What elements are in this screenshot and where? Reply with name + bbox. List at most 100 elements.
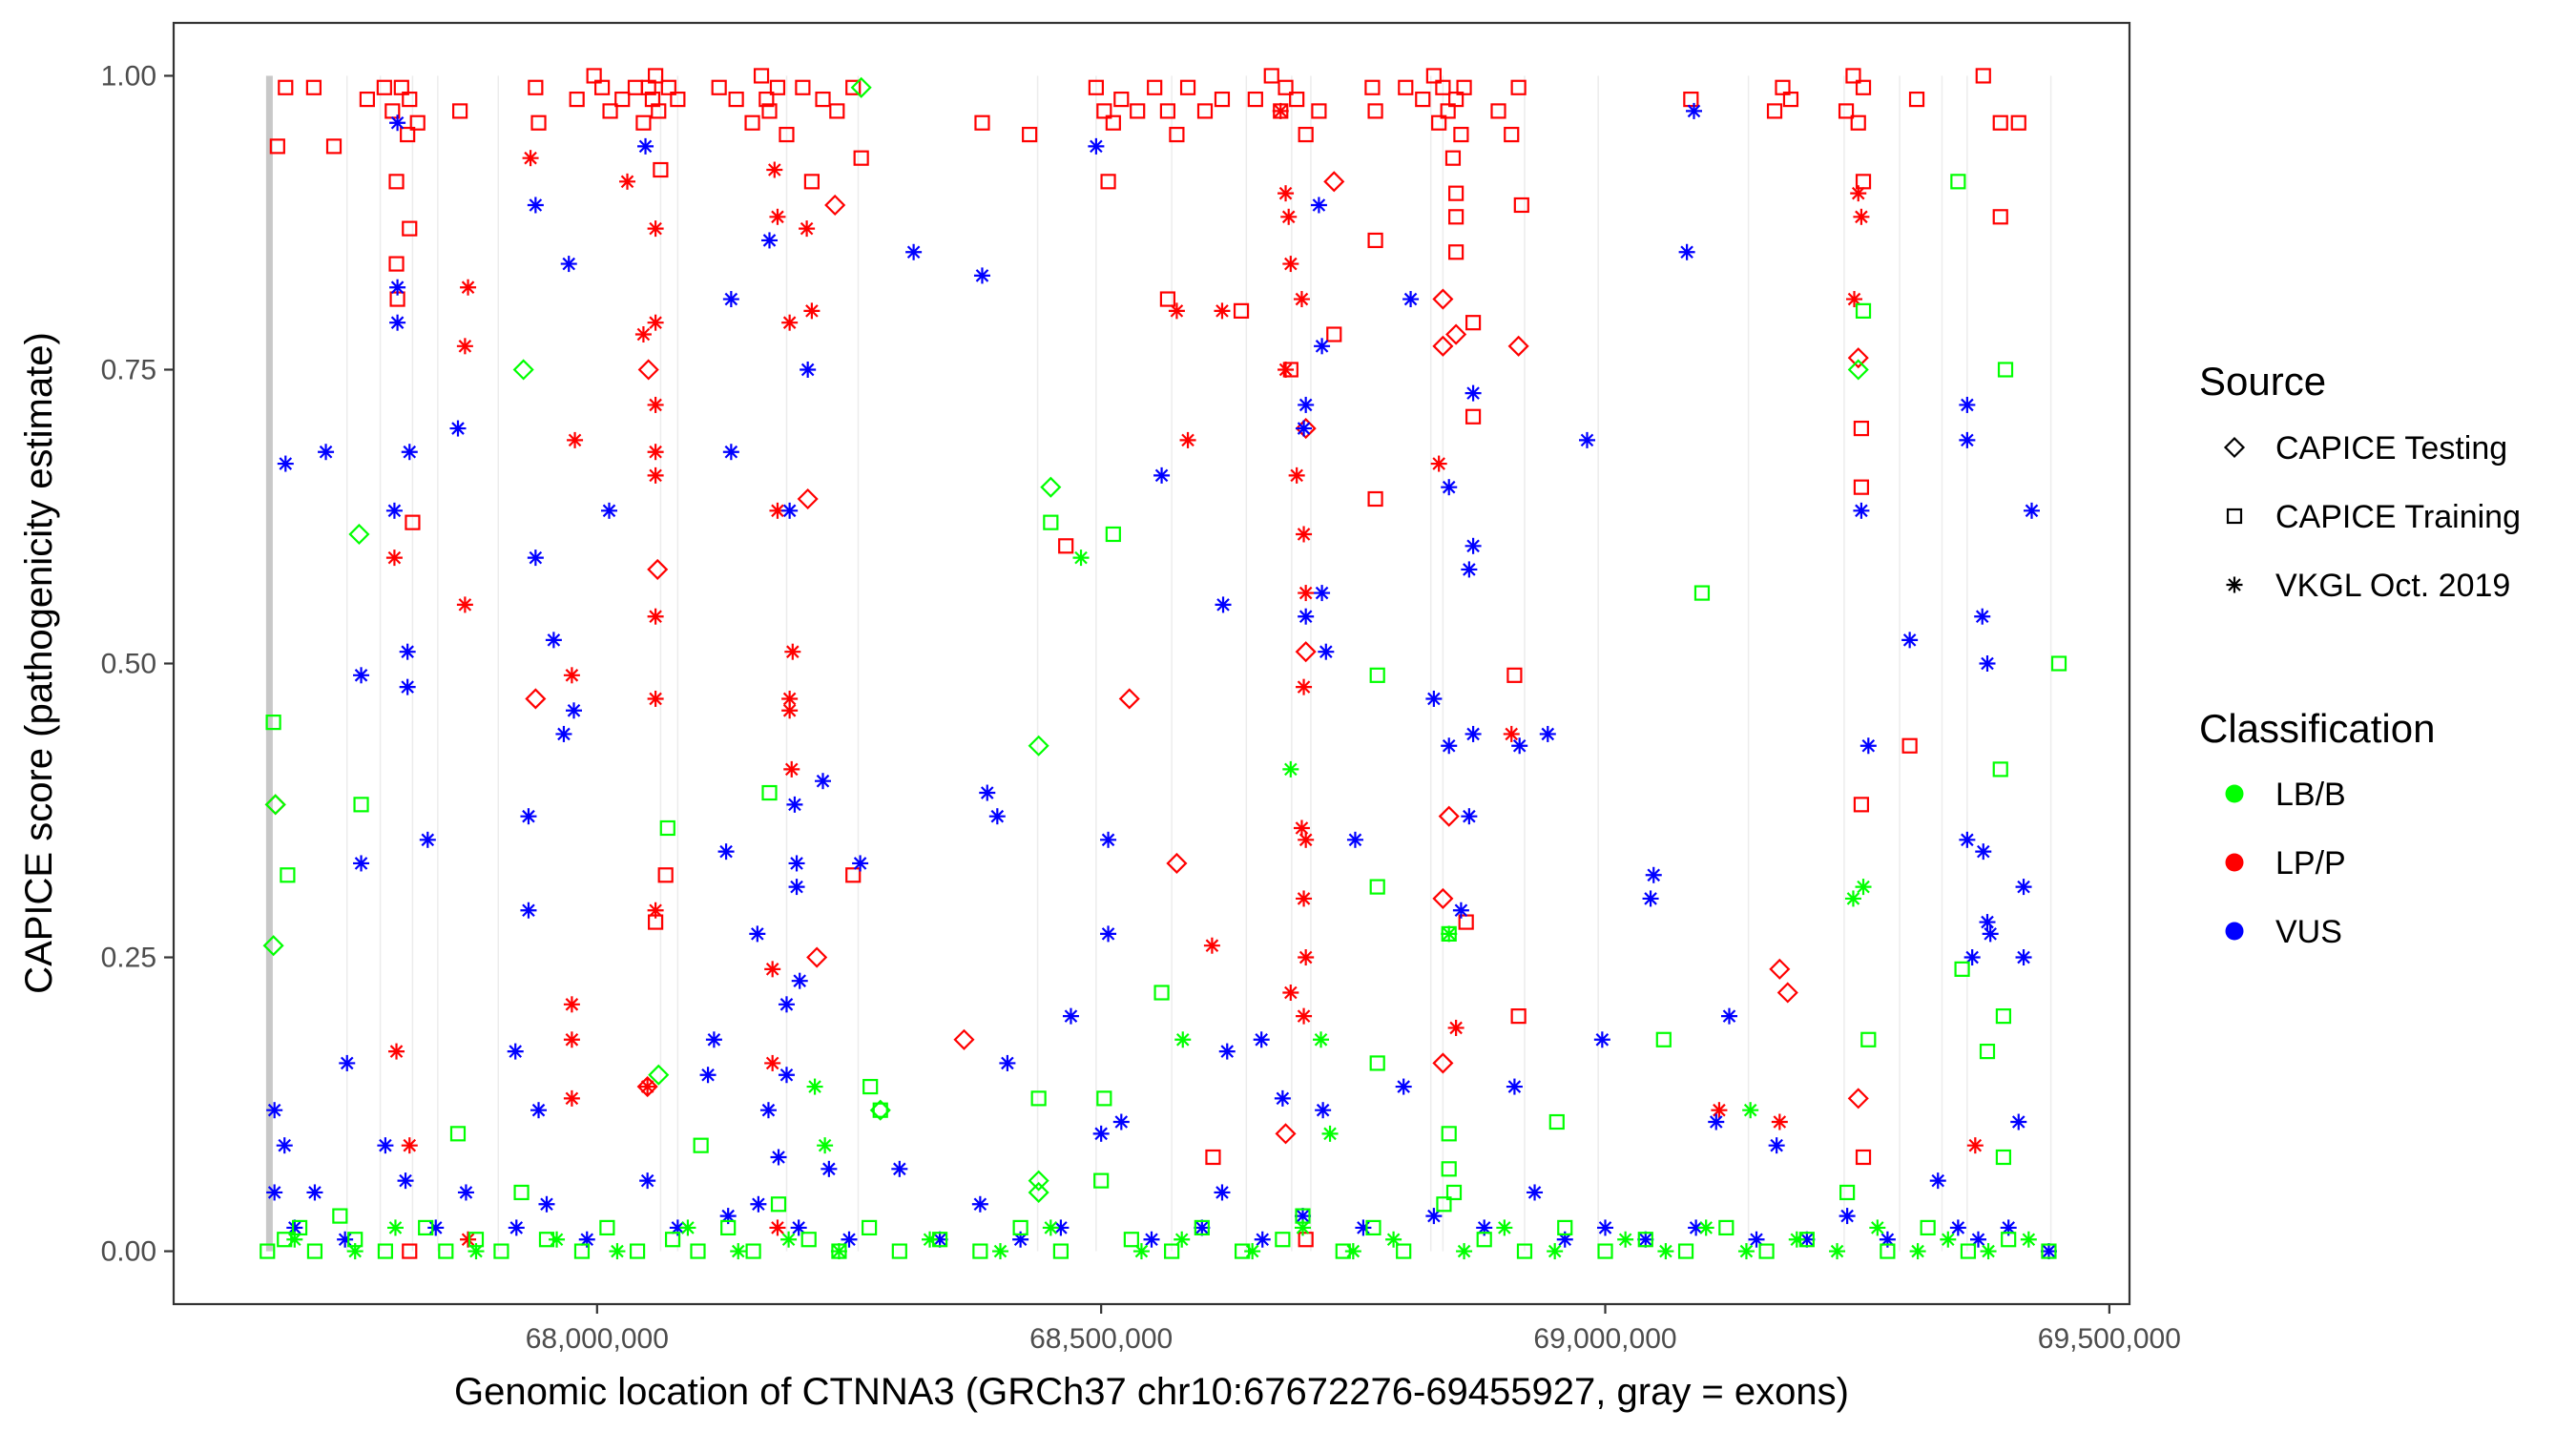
data-point xyxy=(1850,185,1867,202)
data-point xyxy=(853,150,869,166)
data-point xyxy=(761,103,778,119)
data-point xyxy=(639,1172,656,1190)
data-point xyxy=(405,514,421,530)
data-point xyxy=(385,502,403,519)
data-point xyxy=(397,1172,414,1190)
data-point xyxy=(1272,102,1289,119)
exon-band xyxy=(1597,75,1599,1252)
data-point xyxy=(764,1054,781,1071)
data-point xyxy=(1298,831,1315,848)
data-point xyxy=(1465,537,1482,554)
data-point xyxy=(1445,1184,1463,1201)
data-point xyxy=(1859,737,1877,755)
exon-band xyxy=(659,75,662,1252)
data-point xyxy=(1254,1231,1271,1248)
data-point xyxy=(593,79,611,95)
data-point xyxy=(1168,302,1185,320)
data-point xyxy=(1100,831,1117,848)
data-point xyxy=(1448,244,1465,260)
data-point xyxy=(1655,1031,1672,1047)
y-tick-label: 0.25 xyxy=(101,943,156,974)
data-point xyxy=(386,1219,404,1236)
data-point xyxy=(1274,1089,1291,1107)
data-point xyxy=(1441,479,1458,496)
data-point xyxy=(527,197,544,214)
data-point xyxy=(1461,561,1478,578)
data-point xyxy=(1438,805,1460,827)
data-point xyxy=(1490,103,1506,119)
legend-item-capice-testing: CAPICE Testing xyxy=(2223,430,2507,467)
data-point xyxy=(1959,431,1976,448)
data-point xyxy=(781,702,799,719)
data-point xyxy=(1298,396,1315,413)
asterisk-icon xyxy=(2226,576,2243,593)
data-point xyxy=(1465,408,1482,425)
data-point xyxy=(449,1126,467,1142)
data-point xyxy=(1645,866,1662,883)
data-point xyxy=(1369,1055,1385,1071)
data-point xyxy=(872,1102,888,1118)
data-point xyxy=(1597,1243,1613,1259)
exon-band xyxy=(497,75,500,1252)
data-point xyxy=(1278,79,1294,95)
data-point xyxy=(1288,467,1305,484)
data-point xyxy=(647,396,664,413)
data-points xyxy=(260,68,2067,1260)
data-point xyxy=(769,1219,786,1236)
data-point xyxy=(264,794,286,816)
data-point xyxy=(821,1160,838,1177)
data-point xyxy=(1022,126,1038,143)
data-point xyxy=(973,267,990,284)
data-point xyxy=(717,843,735,861)
data-point xyxy=(1159,103,1176,119)
data-point xyxy=(460,1231,477,1248)
exon-band xyxy=(676,75,679,1252)
data-point xyxy=(1597,1219,1614,1236)
data-point xyxy=(744,114,760,131)
data-point xyxy=(1452,902,1469,919)
exon-band xyxy=(379,75,382,1252)
data-point xyxy=(1768,1137,1785,1154)
data-point xyxy=(1367,103,1383,119)
data-point xyxy=(1838,103,1855,119)
exon-band xyxy=(857,75,860,1252)
data-point xyxy=(1295,641,1317,663)
data-point xyxy=(460,279,477,296)
data-point xyxy=(418,1219,434,1236)
data-point xyxy=(1298,126,1314,143)
data-point xyxy=(1975,843,1992,861)
exon-band xyxy=(1171,75,1173,1252)
data-point xyxy=(779,126,795,143)
data-point xyxy=(1275,1232,1291,1248)
data-point xyxy=(766,161,783,178)
exon-band xyxy=(1941,75,1943,1252)
data-point xyxy=(1310,197,1327,214)
data-point xyxy=(1100,925,1117,943)
data-point xyxy=(1855,879,1872,896)
data-point xyxy=(1344,1243,1361,1260)
series-vkgl-oct-2019-lb-b xyxy=(286,550,2037,1260)
data-point xyxy=(1853,797,1870,813)
data-point xyxy=(1748,1231,1765,1248)
data-point xyxy=(761,784,778,801)
x-axis-title: Genomic location of CTNNA3 (GRCh37 chr10… xyxy=(454,1371,1849,1413)
y-tick-label: 0.75 xyxy=(101,354,156,385)
data-point xyxy=(1367,232,1383,249)
data-point xyxy=(1845,68,1861,84)
data-point xyxy=(1855,302,1872,319)
data-point xyxy=(520,902,537,919)
data-point xyxy=(659,819,675,837)
legend-label: VKGL Oct. 2019 xyxy=(2275,568,2510,604)
y-axis: 0.00 0.25 0.50 0.75 1.00 xyxy=(101,60,174,1268)
data-point xyxy=(276,1137,293,1154)
y-tick-label: 0.50 xyxy=(101,649,156,680)
data-point xyxy=(1314,338,1331,355)
data-point xyxy=(1028,1181,1049,1204)
data-point xyxy=(750,1195,767,1213)
data-point xyxy=(1179,431,1196,448)
data-point xyxy=(770,1196,787,1213)
data-point xyxy=(560,256,577,273)
data-point xyxy=(780,1231,798,1248)
data-point xyxy=(1453,126,1469,143)
data-point xyxy=(1203,937,1220,954)
